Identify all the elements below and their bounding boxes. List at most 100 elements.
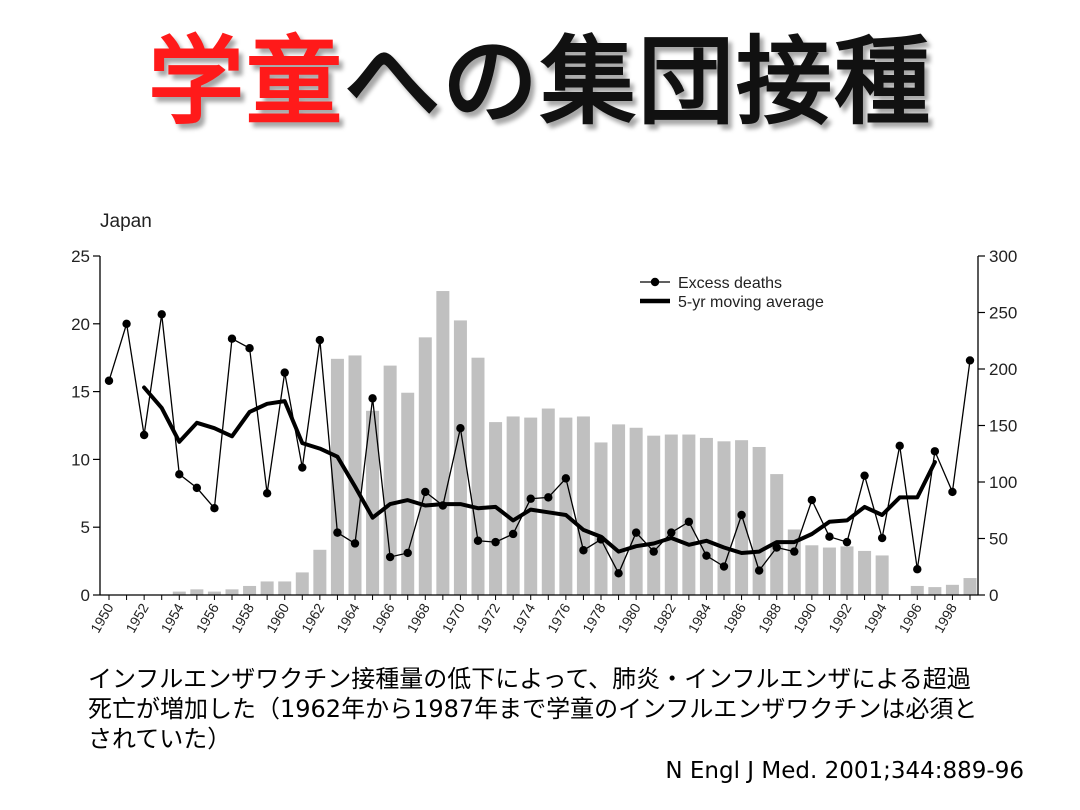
bar	[541, 408, 555, 595]
y-left-tick-label: 25	[71, 247, 90, 266]
excess-deaths-point	[438, 501, 448, 510]
x-tick-label: 1964	[333, 600, 363, 635]
y-left-tick-label: 10	[71, 450, 90, 469]
y-right-tick-label: 0	[989, 586, 998, 605]
excess-deaths-point	[667, 528, 676, 537]
excess-deaths-point	[227, 334, 237, 343]
x-tick-label: 1974	[509, 600, 539, 635]
bar	[787, 529, 801, 595]
bar	[436, 291, 450, 595]
excess-deaths-point	[877, 533, 887, 543]
bar	[858, 550, 872, 595]
excess-deaths-point	[807, 495, 817, 505]
excess-deaths-point	[192, 483, 202, 493]
excess-deaths-point	[614, 569, 623, 578]
excess-deaths-point	[754, 566, 764, 575]
bar	[770, 474, 784, 595]
caption-note: インフルエンザワクチン接種量の低下によって、肺炎・インフルエンザによる超過死亡が…	[88, 665, 978, 753]
bar	[699, 437, 713, 595]
y-right-tick-label: 200	[989, 360, 1017, 379]
excess-deaths-line	[108, 314, 971, 575]
bar	[664, 434, 678, 595]
excess-deaths-point	[473, 536, 483, 545]
excess-deaths-point	[262, 489, 272, 498]
excess-deaths-point	[860, 471, 869, 480]
legend-label-excess: Excess deaths	[678, 275, 782, 292]
x-tick-label: 1952	[122, 600, 152, 635]
x-tick-label: 1982	[649, 600, 679, 635]
excess-deaths-point	[526, 494, 535, 503]
excess-deaths-point	[491, 537, 500, 547]
bar	[207, 591, 221, 595]
x-tick-label: 1980	[614, 600, 644, 635]
x-tick-label: 1970	[439, 600, 469, 635]
excess-deaths-point	[544, 493, 553, 502]
excess-deaths-point	[930, 447, 940, 456]
citation: N Engl J Med. 2001;344:889-96	[665, 758, 1024, 784]
x-tick-label: 1972	[474, 600, 504, 635]
bar	[243, 585, 257, 595]
bar	[225, 589, 239, 595]
bar	[822, 547, 836, 595]
bar	[172, 591, 186, 595]
x-tick-label: 1990	[790, 600, 820, 635]
y-left-tick-label: 5	[81, 518, 90, 537]
bar	[594, 442, 608, 595]
excess-deaths-point	[280, 368, 289, 377]
y-left-tick-label: 20	[71, 315, 90, 334]
x-tick-label: 1976	[544, 600, 574, 635]
excess-deaths-point	[210, 504, 219, 513]
legend-dot-excess	[650, 277, 660, 287]
excess-deaths-point	[737, 510, 746, 520]
y-right-tick-label: 250	[989, 304, 1017, 323]
excess-deaths-point	[333, 528, 342, 537]
bar	[910, 585, 924, 595]
title-accent: 学童	[148, 26, 344, 138]
excess-deaths-point	[350, 539, 360, 548]
excess-deaths-point	[825, 532, 834, 541]
x-tick-label: 1988	[755, 600, 785, 635]
excess-deaths-point	[790, 547, 799, 556]
bar	[471, 357, 485, 595]
x-tick-label: 1978	[579, 600, 609, 635]
bar	[840, 546, 854, 595]
excess-deaths-point	[403, 548, 412, 558]
bar	[945, 584, 959, 595]
excess-deaths-point	[596, 535, 606, 544]
bar	[348, 355, 362, 595]
excess-deaths-point	[368, 394, 377, 403]
excess-deaths-point	[579, 546, 588, 555]
moving-average-line	[142, 385, 937, 555]
bar	[629, 427, 643, 595]
excess-deaths-point	[456, 424, 465, 433]
x-tick-label: 1998	[931, 600, 961, 635]
bar	[559, 417, 573, 595]
bar	[647, 435, 661, 595]
excess-deaths-point	[965, 356, 975, 365]
bar	[805, 545, 819, 595]
bar	[928, 587, 942, 595]
excess-deaths-point	[842, 537, 852, 547]
bar	[717, 441, 731, 595]
x-tick-label: 1950	[87, 600, 117, 635]
excess-deaths-point	[104, 376, 114, 385]
excess-deaths-point	[913, 565, 922, 574]
bar	[506, 416, 520, 595]
excess-deaths-point	[948, 487, 957, 497]
x-tick-label: 1994	[860, 600, 890, 635]
y-left-tick-label: 15	[71, 383, 90, 402]
y-right-tick-label: 50	[989, 530, 1008, 549]
bar	[401, 392, 415, 595]
excess-deaths-point	[298, 463, 307, 472]
bar	[453, 320, 467, 595]
y-left-tick-label: 0	[81, 586, 90, 605]
bar	[682, 434, 696, 595]
bar	[752, 446, 766, 595]
x-tick-label: 1986	[720, 600, 750, 635]
x-tick-label: 1984	[685, 600, 715, 635]
bar	[576, 416, 590, 595]
bar	[278, 581, 292, 595]
x-tick-label: 1992	[825, 600, 855, 635]
x-tick-label: 1954	[157, 600, 187, 635]
